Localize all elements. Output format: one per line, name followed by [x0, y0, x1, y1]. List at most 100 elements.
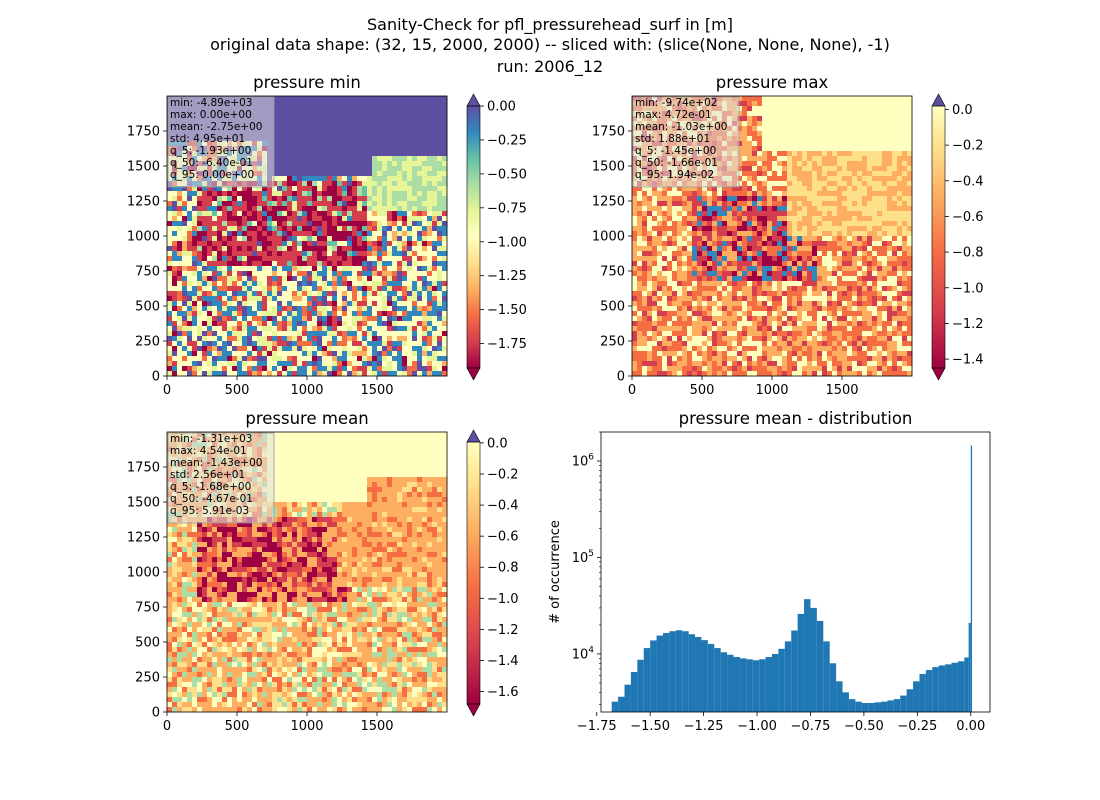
histogram-bar — [913, 681, 920, 712]
colorbar-tick-label: −0.6 — [952, 210, 984, 225]
colorbar-tick-label: −0.8 — [487, 561, 519, 576]
histogram-bar — [816, 620, 824, 712]
histogram-bar — [618, 696, 625, 712]
histogram-bar — [695, 636, 702, 712]
histogram-bar — [707, 643, 715, 712]
y-tick-label: 0 — [152, 706, 160, 721]
colorbar-extend-top — [466, 429, 481, 443]
x-tick-label: −1.50 — [630, 719, 670, 734]
histogram-bar — [829, 663, 837, 712]
y-tick-label: 0 — [617, 370, 625, 385]
colorbar-tick-label: −1.2 — [487, 623, 519, 638]
colorbar-tick-label: −1.4 — [952, 353, 984, 368]
colorbar-gradient — [467, 106, 480, 368]
histogram-bar — [643, 648, 651, 712]
stats-line: q_50: -4.67e-01 — [170, 493, 253, 505]
stats-line: mean: -1.43e+00 — [170, 457, 262, 469]
panel-title: pressure mean — [245, 409, 368, 428]
histogram-bar — [733, 656, 740, 712]
y-tick-label: 1000 — [592, 230, 625, 245]
y-tick-label: 1000 — [127, 566, 160, 581]
heatmap-raster — [632, 96, 913, 377]
colorbar-tick-label: −1.6 — [487, 685, 519, 700]
histogram-bar — [932, 667, 939, 712]
y-axis: 0 250 500 750 1000 1250 1500 1750 — [127, 461, 167, 721]
histogram-bar — [682, 631, 689, 712]
histogram-bar — [727, 654, 734, 712]
stats-box-background — [167, 432, 275, 524]
x-axis: 0 500 1000 1500 — [163, 712, 394, 734]
x-tick-label: −1.25 — [684, 719, 724, 734]
colorbar-tick-label: −1.2 — [952, 317, 984, 332]
histogram-bar — [765, 656, 772, 712]
stats-line: min: -9.74e+02 — [635, 97, 717, 109]
y-tick-label: 750 — [135, 265, 160, 280]
figure-title-line-2: original data shape: (32, 15, 2000, 2000… — [210, 35, 890, 54]
colorbar-tick-label: −0.4 — [952, 174, 984, 189]
colorbar-tick-label: −1.00 — [487, 235, 527, 250]
histogram-bar — [874, 702, 881, 712]
stats-line: min: -1.31e+03 — [170, 433, 252, 445]
y-tick-label: 250 — [600, 335, 625, 350]
colorbar-frame — [466, 441, 481, 705]
x-axis: −1.75 −1.50 −1.25 −1.00 −0.75 −0.50 −0.25 0.00 — [577, 712, 985, 734]
y-minor-ticks — [599, 431, 601, 705]
x-tick-label: −0.50 — [844, 719, 884, 734]
y-tick-label: 1750 — [127, 125, 160, 140]
histogram-bar — [804, 599, 811, 712]
stats-line: max: 4.72e-01 — [635, 109, 712, 121]
x-axis: 0 500 1000 1500 — [628, 376, 859, 398]
colorbar-tick-label: −0.25 — [487, 133, 527, 148]
stats-line: max: 4.54e-01 — [170, 445, 247, 457]
heatmap-raster — [167, 432, 448, 713]
x-tick-label: 1000 — [290, 719, 323, 734]
colorbar-extend-top — [931, 93, 946, 107]
histogram-bar — [714, 648, 721, 712]
map-panel-2: pressure max 0 500 1000 1500 0 250 500 750 1000 12… — [592, 73, 984, 398]
histogram-bar — [739, 658, 747, 712]
x-tick-label: 0 — [163, 719, 171, 734]
colorbar-tick-label: −0.75 — [487, 201, 527, 216]
stats-line: q_5: -1.93e+00 — [170, 145, 251, 157]
histogram-bar — [970, 445, 973, 712]
colorbar: 0.0 −0.2 −0.4 −0.6 −0.8 −1.0 −1.2 −1.4 — [931, 93, 984, 381]
colorbar-tick-label: −1.25 — [487, 269, 527, 284]
histogram-bar — [880, 701, 888, 712]
stats-line: q_50: -6.40e-01 — [170, 157, 253, 169]
colorbar: 0.0 −0.2 −0.4 −0.6 −0.8 −1.0 −1.2 −1.4 −1.6 — [466, 429, 519, 717]
y-axis: 0 250 500 750 1000 1250 1500 1750 — [592, 125, 632, 385]
histogram-bar — [836, 681, 843, 712]
colorbar-tick-label: −0.8 — [952, 246, 984, 261]
colorbar-extend-bottom — [931, 367, 946, 381]
y-tick-label: 1500 — [127, 496, 160, 511]
histogram-bar — [791, 630, 798, 712]
stats-line: q_95: 1.94e-02 — [635, 169, 714, 181]
histogram-bar — [968, 622, 971, 712]
y-tick-label: 750 — [135, 601, 160, 616]
map-panel-1: pressure min 0 500 1000 1500 0 250 500 750 1000 12… — [127, 73, 527, 398]
histogram-bar — [759, 659, 766, 712]
x-axis: 0 500 1000 1500 — [163, 376, 394, 398]
histogram-bar — [957, 661, 965, 712]
histogram-bar — [861, 702, 869, 712]
histogram-bars — [611, 445, 973, 712]
histogram-bar — [797, 613, 805, 712]
histogram-bar — [688, 634, 696, 712]
x-tick-label: 0 — [163, 383, 171, 398]
y-tick-label: 1250 — [127, 531, 160, 546]
figure-title: Sanity-Check for pfl_pressurehead_surf i… — [210, 15, 890, 77]
colorbar-tick-label: −0.50 — [487, 167, 527, 182]
x-tick-label: −0.25 — [897, 719, 937, 734]
colorbar-tick-label: 0.00 — [487, 100, 516, 115]
colorbar-tick-label: −0.2 — [487, 467, 519, 482]
colorbar-extend-bottom — [466, 367, 481, 381]
colorbar-tick-label: −0.2 — [952, 139, 984, 154]
stats-line: q_5: -1.45e+00 — [635, 145, 716, 157]
y-tick-label: 1500 — [127, 160, 160, 175]
colorbar-tick-label: −1.75 — [487, 337, 527, 352]
histogram-bar — [720, 652, 728, 712]
histogram-bar — [662, 632, 670, 712]
